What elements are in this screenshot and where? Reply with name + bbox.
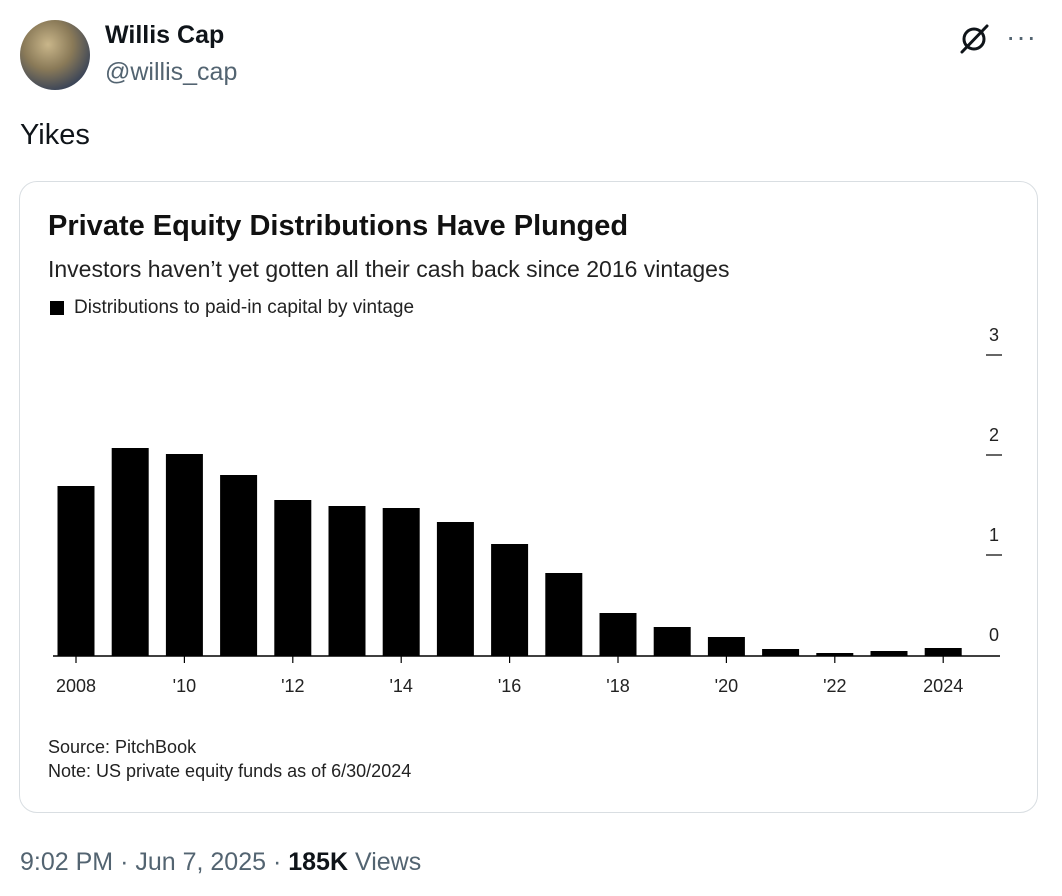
bar — [111, 448, 149, 656]
views-count: 185K — [288, 848, 349, 876]
tweet-meta: 9:02 PM · Jun 7, 2025 · 185K Views — [20, 848, 421, 877]
bar — [599, 613, 637, 656]
tweet-time[interactable]: 9:02 PM — [20, 848, 114, 876]
bar — [165, 454, 203, 656]
chart-subtitle: Investors haven’t yet gotten all their c… — [48, 256, 730, 282]
views-label: Views — [354, 848, 422, 876]
legend-label: Distributions to paid-in capital by vint… — [74, 297, 415, 318]
avatar[interactable] — [20, 20, 90, 90]
grok-icon[interactable] — [958, 22, 992, 56]
y-tick-label: 3 — [989, 325, 999, 345]
meta-separator: · — [120, 848, 129, 876]
more-icon[interactable]: ··· — [1006, 21, 1037, 52]
bar — [436, 522, 474, 656]
x-tick-label: 2024 — [923, 676, 963, 696]
x-tick-label: '22 — [823, 676, 846, 696]
bar — [924, 648, 962, 656]
tweet-text: Yikes — [20, 119, 90, 151]
bar — [274, 500, 312, 656]
chart-title: Private Equity Distributions Have Plunge… — [48, 210, 629, 242]
chart-image[interactable]: Private Equity Distributions Have Plunge… — [19, 181, 1038, 813]
bar — [870, 651, 908, 656]
author-name[interactable]: Willis Cap — [105, 21, 225, 49]
x-tick-label: 2008 — [56, 676, 96, 696]
bar — [328, 506, 366, 656]
meta-separator: · — [272, 848, 282, 876]
bar — [491, 544, 529, 656]
legend-swatch — [50, 301, 64, 315]
bar — [57, 486, 95, 656]
bar — [762, 649, 800, 656]
tweet-date[interactable]: Jun 7, 2025 — [135, 848, 267, 876]
chart-note: Note: US private equity funds as of 6/30… — [48, 761, 412, 781]
y-tick-label: 0 — [989, 625, 999, 645]
bar — [816, 653, 854, 656]
author-handle[interactable]: @willis_cap — [105, 58, 238, 86]
bar — [545, 573, 583, 656]
bar — [220, 475, 258, 656]
bar — [653, 627, 691, 656]
x-tick-label: '20 — [715, 676, 738, 696]
x-tick-label: '14 — [389, 676, 412, 696]
bar-chart: 2008 '10 '12 '14 '16 '18 '20 '22 2024 0 1 2 3 — [53, 325, 1002, 696]
chart-legend: Distributions to paid-in capital by vint… — [50, 297, 414, 319]
y-tick-label: 2 — [989, 425, 999, 445]
x-tick-label: '18 — [606, 676, 629, 696]
chart-source: Source: PitchBook — [48, 737, 197, 757]
bar — [382, 508, 420, 656]
bar — [707, 637, 745, 656]
x-tick-label: '10 — [173, 676, 196, 696]
x-tick-label: '16 — [498, 676, 521, 696]
y-tick-label: 1 — [989, 525, 999, 545]
chart-source-note: Source: PitchBook Note: US private equit… — [48, 735, 411, 783]
x-tick-label: '12 — [281, 676, 304, 696]
